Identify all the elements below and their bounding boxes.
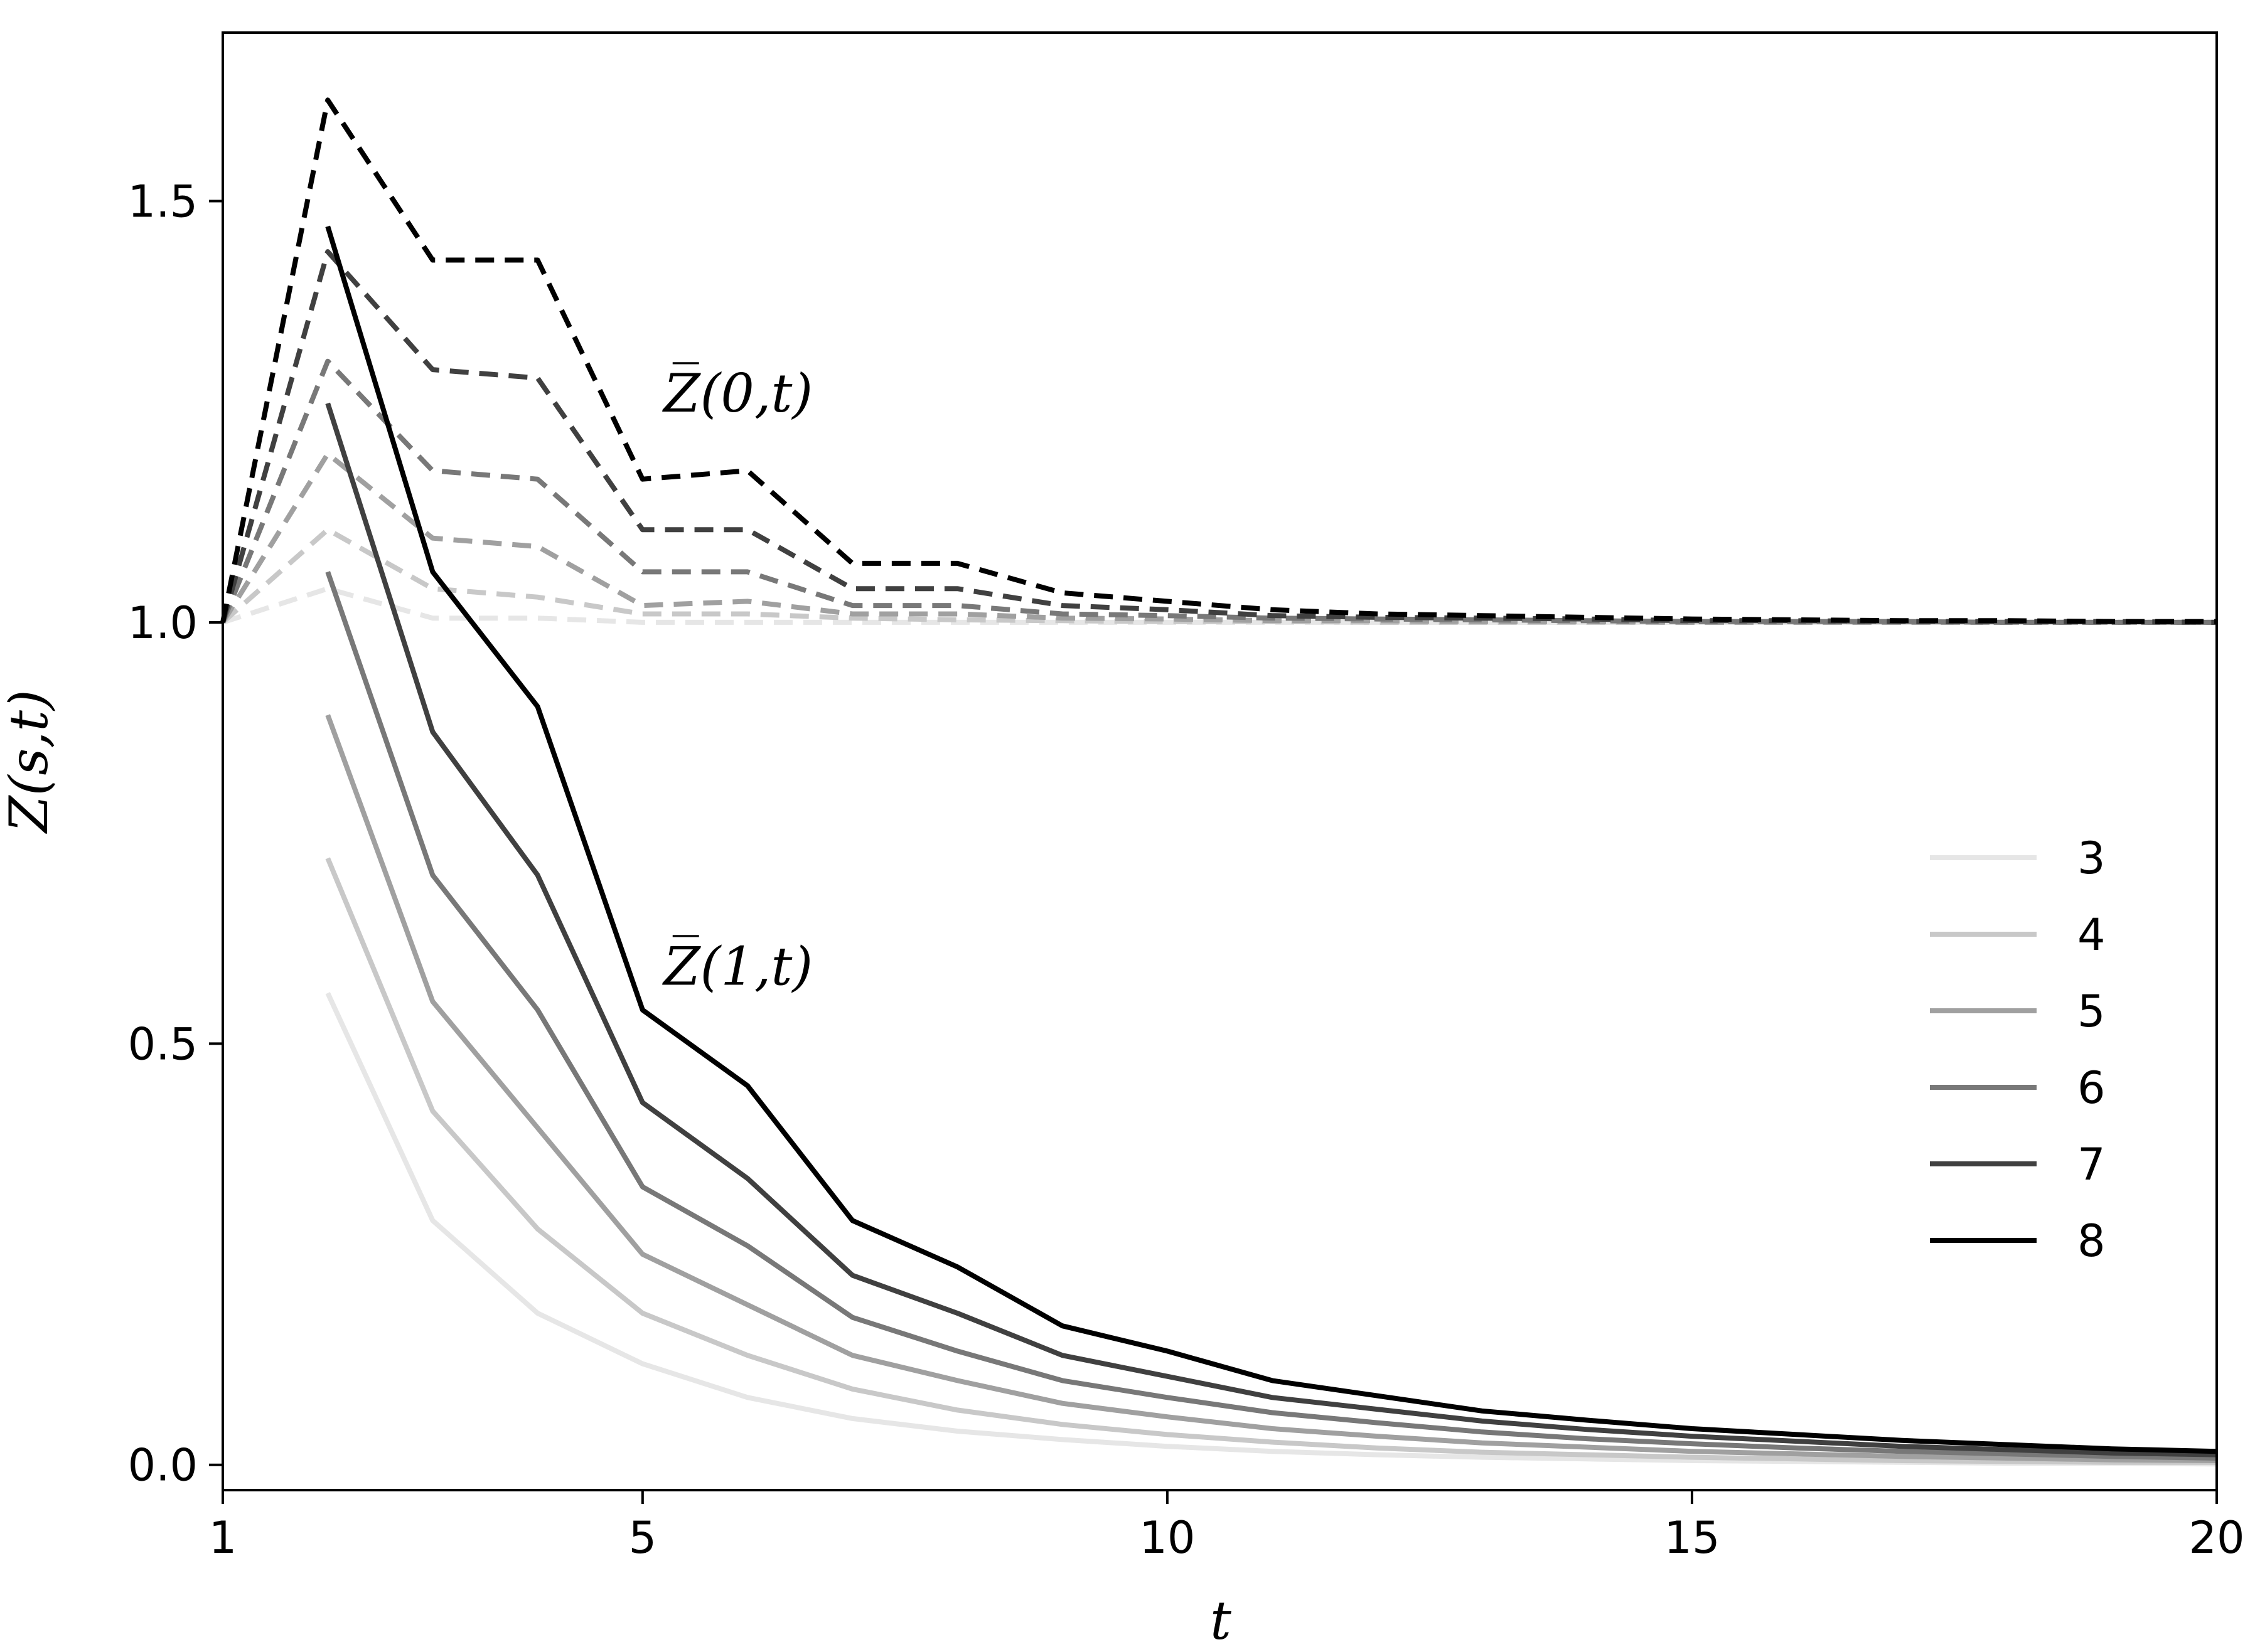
legend: 3 4 5 6 7 8 [1930,833,2106,1267]
series-6-z0-line [220,358,2217,625]
annotation-z0: Z̅(0,t) [662,362,813,424]
y-tick-label: 1.0 [128,597,198,649]
y-axis-label: Z̅(s,t) [0,690,60,834]
series-5-z1-line [325,714,2217,1463]
x-axis: 1 5 10 15 20 [209,1490,2245,1564]
legend-label-3: 3 [2077,833,2106,884]
series-8-z1-line [325,225,2217,1454]
y-tick-label: 1.5 [128,176,198,228]
x-tick-label: 10 [1139,1512,1195,1564]
axes-frame [222,31,2218,1491]
series-6-z1-line [325,571,2217,1461]
series-7-z0-line [220,249,2217,625]
legend-label-4: 4 [2077,909,2106,961]
y-tick-label: 0.0 [128,1440,198,1491]
x-tick-label: 20 [2188,1512,2244,1564]
series-4-z1-line [325,857,2217,1465]
y-tick-label: 0.5 [128,1018,198,1070]
plot-lines [220,97,2217,1467]
series-8-z0-line [220,97,2217,624]
series-7-z1-line [325,402,2217,1457]
y-axis: 0.0 0.5 1.0 1.5 [128,176,223,1491]
legend-label-5: 5 [2077,986,2106,1037]
annotations: Z̅(0,t) Z̅(1,t) [662,362,813,997]
annotation-z1: Z̅(1,t) [662,935,813,997]
legend-label-8: 8 [2077,1215,2106,1267]
x-tick-label: 15 [1664,1512,1720,1564]
x-tick-label: 1 [209,1512,237,1564]
x-tick-label: 5 [629,1512,657,1564]
x-axis-label: t [1210,1590,1231,1651]
legend-label-6: 6 [2077,1062,2106,1114]
legend-label-7: 7 [2077,1139,2106,1190]
